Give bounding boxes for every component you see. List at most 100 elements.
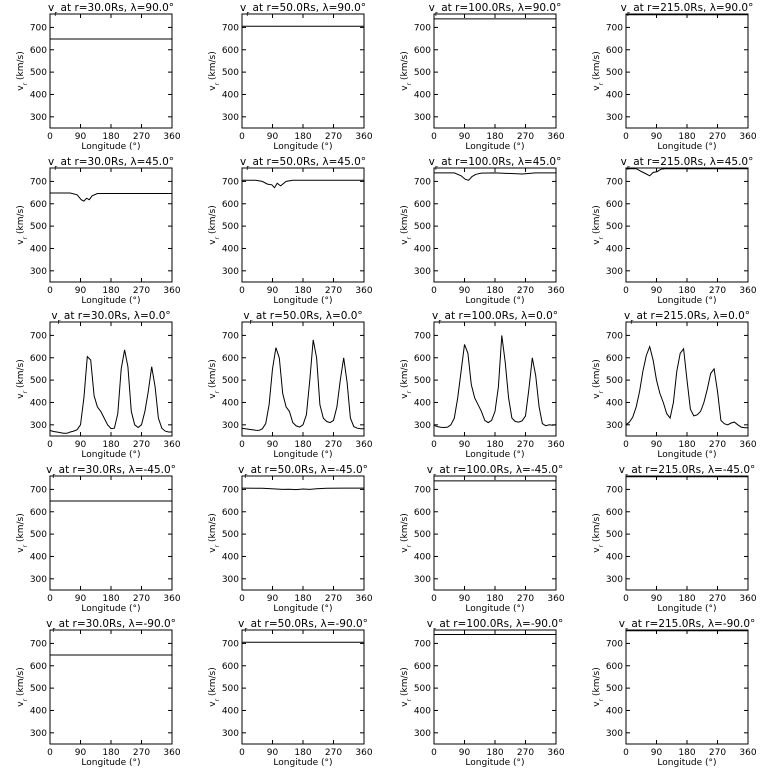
y-axis-label: vr (km/s): [208, 359, 221, 399]
y-tick-label: 400: [414, 244, 431, 254]
y-axis-label: vr (km/s): [16, 51, 29, 91]
y-tick-label: 600: [414, 662, 431, 672]
y-tick-label: 400: [222, 706, 239, 716]
x-tick-label: 90: [459, 440, 471, 450]
series-line: [50, 192, 172, 202]
y-tick-label: 700: [30, 331, 47, 341]
panel-title: vr at r=215.0Rs, λ=-45.0°: [619, 464, 756, 480]
x-axis-label: Longitude (°): [81, 142, 140, 152]
y-tick-label: 300: [30, 421, 47, 431]
y-tick-label: 600: [606, 354, 623, 364]
y-tick-label: 400: [222, 244, 239, 254]
y-tick-label: 300: [222, 729, 239, 739]
y-tick-label: 400: [30, 552, 47, 562]
x-tick-label: 270: [133, 286, 150, 296]
y-axis-label: vr (km/s): [592, 667, 605, 707]
y-tick-label: 500: [30, 530, 47, 540]
x-tick-label: 180: [102, 594, 119, 604]
y-tick-label: 400: [30, 706, 47, 716]
series-line: [241, 487, 364, 491]
x-tick-label: 180: [294, 594, 311, 604]
y-tick-label: 500: [222, 376, 239, 386]
y-tick-label: 700: [30, 177, 47, 187]
x-tick-label: 270: [709, 594, 726, 604]
x-tick-label: 90: [267, 286, 279, 296]
y-tick-label: 600: [414, 200, 431, 210]
y-axis-label: vr (km/s): [400, 51, 413, 91]
y-tick-label: 600: [222, 46, 239, 56]
y-axis-label: vr (km/s): [592, 513, 605, 553]
y-tick-label: 500: [222, 68, 239, 78]
x-tick-label: 0: [239, 132, 245, 142]
x-tick-label: 90: [651, 440, 663, 450]
y-tick-label: 500: [414, 222, 431, 232]
y-tick-label: 500: [222, 530, 239, 540]
plot-frame: [241, 475, 365, 591]
y-axis-label: vr (km/s): [400, 205, 413, 245]
x-tick-label: 90: [75, 286, 87, 296]
x-tick-label: 0: [623, 132, 629, 142]
panel-title: vr at r=100.0Rs, λ=-45.0°: [427, 464, 564, 480]
y-tick-label: 500: [606, 68, 623, 78]
y-tick-label: 500: [30, 68, 47, 78]
y-tick-label: 300: [606, 729, 623, 739]
y-tick-label: 600: [414, 508, 431, 518]
series-line: [625, 344, 748, 429]
plot-frame: [241, 629, 365, 745]
x-tick-label: 270: [133, 132, 150, 142]
x-tick-label: 0: [47, 440, 53, 450]
x-tick-label: 270: [133, 748, 150, 758]
series-line: [433, 335, 557, 429]
x-axis-label: Longitude (°): [81, 758, 140, 768]
x-tick-label: 360: [163, 132, 180, 142]
x-tick-label: 360: [739, 748, 756, 758]
y-tick-label: 700: [222, 639, 239, 649]
y-tick-label: 400: [606, 706, 623, 716]
x-tick-label: 270: [325, 132, 342, 142]
y-axis-label: vr (km/s): [208, 667, 221, 707]
x-tick-label: 90: [75, 594, 87, 604]
x-axis-label: Longitude (°): [465, 758, 524, 768]
x-tick-label: 270: [325, 286, 342, 296]
x-tick-label: 180: [486, 286, 503, 296]
x-tick-label: 90: [267, 594, 279, 604]
x-tick-label: 180: [678, 440, 695, 450]
x-axis-label: Longitude (°): [465, 296, 524, 306]
x-tick-label: 180: [102, 286, 119, 296]
y-tick-label: 300: [222, 421, 239, 431]
y-tick-label: 400: [414, 706, 431, 716]
x-tick-label: 180: [102, 132, 119, 142]
x-tick-label: 270: [517, 440, 534, 450]
panel-title: vr at r=30.0Rs, λ=45.0°: [48, 156, 174, 172]
x-tick-label: 270: [709, 440, 726, 450]
x-axis-label: Longitude (°): [273, 604, 332, 614]
x-tick-label: 270: [709, 748, 726, 758]
y-tick-label: 700: [414, 485, 431, 495]
y-tick-label: 400: [30, 398, 47, 408]
x-tick-label: 90: [651, 748, 663, 758]
x-tick-label: 0: [431, 594, 437, 604]
y-tick-label: 600: [222, 200, 239, 210]
y-tick-label: 300: [222, 267, 239, 277]
x-tick-label: 90: [651, 132, 663, 142]
y-tick-label: 700: [414, 23, 431, 33]
y-tick-label: 700: [606, 331, 623, 341]
plot-frame: [49, 475, 173, 591]
panel-title: vr at r=215.0Rs, λ=45.0°: [621, 156, 754, 172]
y-tick-label: 700: [606, 639, 623, 649]
y-tick-label: 300: [30, 575, 47, 585]
plot-frame: [433, 13, 557, 129]
x-axis-label: Longitude (°): [465, 604, 524, 614]
x-axis-label: Longitude (°): [273, 142, 332, 152]
y-tick-label: 400: [414, 552, 431, 562]
y-axis-label: vr (km/s): [208, 205, 221, 245]
plot-frame: [625, 167, 749, 283]
x-tick-label: 180: [678, 594, 695, 604]
x-tick-label: 270: [709, 286, 726, 296]
y-axis-label: vr (km/s): [16, 205, 29, 245]
y-tick-label: 600: [30, 662, 47, 672]
x-tick-label: 180: [486, 132, 503, 142]
y-axis-label: vr (km/s): [400, 359, 413, 399]
series-line: [49, 349, 172, 434]
x-axis-label: Longitude (°): [657, 142, 716, 152]
